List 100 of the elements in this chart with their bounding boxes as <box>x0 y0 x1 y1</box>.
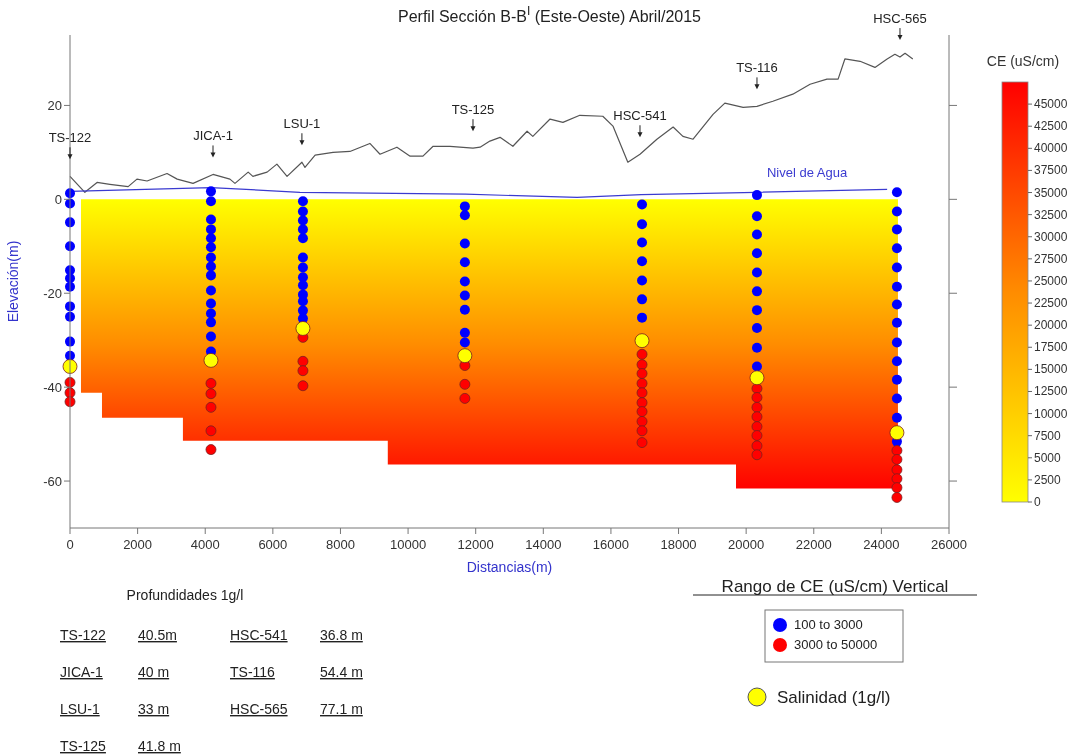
point <box>205 378 217 389</box>
x-tick-label: 18000 <box>660 537 697 552</box>
point <box>636 378 648 389</box>
x-tick-label: 8000 <box>326 537 355 552</box>
point <box>297 365 309 377</box>
text: 40.5m <box>138 627 177 643</box>
text: LSU-1 <box>60 701 100 717</box>
point <box>891 482 903 494</box>
color-bar-label: 40000 <box>1034 141 1068 156</box>
color-bar-label: 32500 <box>1034 207 1068 222</box>
legend-label: Salinidad (1g/l) <box>777 688 891 707</box>
color-bar-label: 42500 <box>1034 119 1068 134</box>
color-bar-label: 12500 <box>1034 384 1068 399</box>
point <box>459 393 471 404</box>
x-tick-label: 10000 <box>390 537 427 552</box>
text: Profundidades 1g/l <box>126 587 244 603</box>
y-axis-title: Elevación(m) <box>5 240 21 323</box>
text: HSC-565 <box>230 701 288 717</box>
text: TS-125 <box>60 738 107 754</box>
color-bar-label: 17500 <box>1034 340 1068 355</box>
color-bar-label: 45000 <box>1034 97 1068 112</box>
color-bar-label: 7500 <box>1034 428 1062 443</box>
text: 41.8 m <box>138 738 181 754</box>
x-tick-label: 26000 <box>930 537 968 552</box>
legend-label: 3000 to 50000 <box>794 637 878 652</box>
point <box>634 333 650 349</box>
point <box>636 387 648 399</box>
point <box>891 492 903 503</box>
annotation: JICA-1 <box>193 128 233 144</box>
color-bar-label: 0 <box>1034 495 1041 509</box>
text: JICA-1 <box>60 664 103 680</box>
point <box>891 454 903 465</box>
text: 33 m <box>138 701 170 717</box>
text: 36.8 m <box>320 627 363 643</box>
color-bar-label: 15000 <box>1034 362 1068 377</box>
color-bar-label: 2500 <box>1034 472 1062 487</box>
point <box>636 368 648 379</box>
annotation: TS-122 <box>48 130 92 146</box>
y-tick-label: -40 <box>43 380 62 396</box>
point <box>636 406 648 417</box>
color-bar-label: 5000 <box>1034 450 1062 465</box>
color-bar-label: 20000 <box>1034 318 1068 333</box>
point <box>295 321 311 336</box>
point <box>205 401 217 413</box>
x-tick-label: 12000 <box>457 537 494 552</box>
y-tick-label: -20 <box>43 286 62 302</box>
point <box>636 425 648 437</box>
series-label: Nivel de Agua <box>766 165 848 181</box>
point <box>636 348 648 360</box>
color-bar-label: 25000 <box>1034 273 1068 288</box>
color-bar-label: 27500 <box>1034 251 1068 266</box>
x-axis-title: Distancias(m) <box>466 559 553 575</box>
point <box>205 388 217 400</box>
x-tick-label: 2000 <box>123 537 153 552</box>
point <box>203 352 219 368</box>
y-tick-label: 20 <box>47 98 62 114</box>
point <box>459 378 471 390</box>
x-tick-label: 6000 <box>258 537 288 552</box>
x-tick-label: 24000 <box>863 537 900 552</box>
x-tick-label: 0 <box>66 537 74 552</box>
point <box>889 425 905 441</box>
color-bar-label: 37500 <box>1034 163 1068 178</box>
text: 54.4 m <box>320 664 363 680</box>
point <box>751 392 763 403</box>
y-tick-label: 0 <box>54 192 62 208</box>
legend-title: Rango de CE (uS/cm) Vertical <box>721 577 949 596</box>
text: HSC-541 <box>230 627 288 643</box>
point <box>457 348 473 364</box>
x-tick-label: 16000 <box>592 537 629 552</box>
annotation: TS-116 <box>736 60 778 76</box>
point <box>749 370 765 386</box>
point <box>751 401 763 413</box>
legend-label: 100 to 3000 <box>794 617 863 632</box>
point <box>205 425 217 437</box>
color-bar-label: 30000 <box>1034 229 1068 244</box>
point <box>636 437 648 448</box>
x-tick-label: 14000 <box>525 537 562 552</box>
color-bar-label: 10000 <box>1034 406 1068 421</box>
x-tick-label: 22000 <box>795 537 832 552</box>
point <box>751 411 763 423</box>
point <box>751 449 763 461</box>
x-tick-label: 20000 <box>728 537 765 552</box>
annotation: HSC-541 <box>613 108 667 124</box>
point <box>636 416 648 427</box>
annotation: HSC-565 <box>873 11 927 27</box>
x-tick-label: 4000 <box>190 537 220 552</box>
text: TS-122 <box>60 627 107 643</box>
text: 77.1 m <box>320 701 363 717</box>
point <box>297 355 309 367</box>
annotation: LSU-1 <box>283 116 321 132</box>
color-bar-label: 35000 <box>1034 185 1068 200</box>
chart-title: Perfil Sección B-B$^{I}$ (Este-Oeste) Abril/2015 <box>397 4 702 25</box>
color-bar-label: 22500 <box>1034 296 1068 311</box>
annotation: TS-125 <box>451 102 495 118</box>
point <box>205 444 217 455</box>
point <box>297 380 309 392</box>
y-tick-label: -60 <box>43 474 62 490</box>
point <box>751 430 763 441</box>
color-bar-title: CE (uS/cm) <box>986 53 1060 69</box>
text: TS-116 <box>230 664 276 680</box>
